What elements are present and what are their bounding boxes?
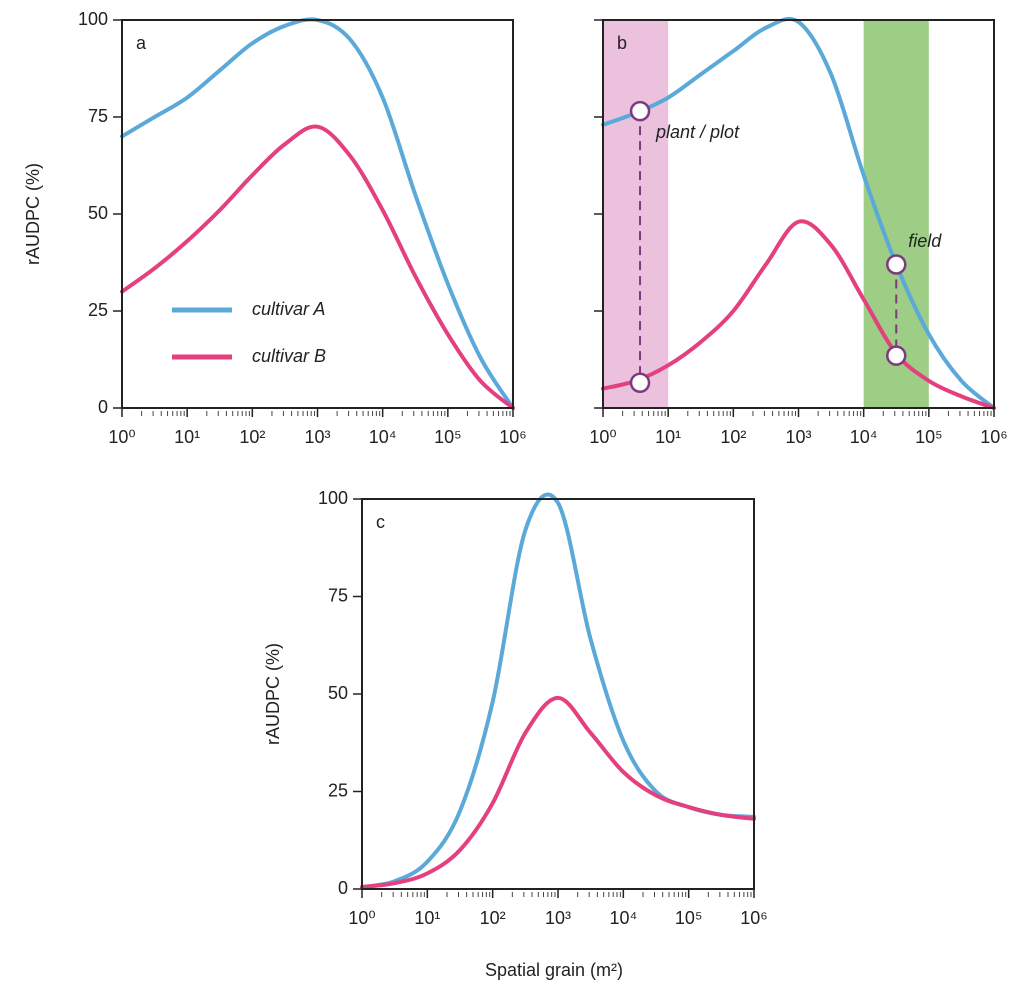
link-point (629, 100, 651, 122)
x-tick-label: 10² (480, 908, 506, 928)
annotation: plant / plot (655, 122, 740, 142)
y-axis-label: rAUDPC (%) (23, 163, 43, 265)
y-axis-label: rAUDPC (%) (263, 643, 283, 745)
x-tick-label: 10⁰ (348, 908, 375, 928)
x-tick-label: 10⁴ (609, 908, 637, 928)
link-point (885, 345, 907, 366)
x-tick-label: 10⁶ (980, 427, 1007, 447)
x-tick-label: 10⁰ (589, 427, 616, 447)
link-point (629, 372, 651, 394)
panel: 0 25 50 75 100 10⁰ 10¹ 10² 10³ 10⁴ 10⁵ 10⁶ c rAUDPC (… (263, 488, 768, 980)
curve (601, 16, 996, 410)
x-tick-label: 10⁴ (369, 427, 397, 447)
curve (120, 124, 515, 410)
shaded-band (603, 20, 669, 408)
panel: plant / plot field 10⁰ 10¹ 10² 10³ 10⁴ 10⁵ 10⁶ b (589, 16, 1008, 447)
x-tick-label: 10³ (545, 908, 571, 928)
x-tick-label: 10³ (304, 427, 330, 447)
panel-label: c (376, 512, 385, 532)
x-tick-label: 10⁵ (434, 427, 461, 447)
y-tick-label: 25 (88, 300, 108, 320)
legend-label: cultivar B (252, 346, 326, 366)
legend-label: cultivar A (252, 299, 325, 319)
y-tick-label: 100 (78, 9, 108, 29)
y-tick-label: 0 (338, 878, 348, 898)
y-tick-label: 100 (318, 488, 348, 508)
y-tick-label: 25 (328, 780, 348, 800)
panel-label: a (136, 33, 147, 53)
link-point (885, 254, 907, 275)
x-tick-label: 10⁵ (675, 908, 702, 928)
x-tick-label: 10⁶ (740, 908, 767, 928)
curve (360, 695, 756, 890)
x-tick-label: 10⁵ (915, 427, 942, 447)
x-tick-label: 10¹ (414, 908, 440, 928)
x-tick-label: 10⁶ (499, 427, 526, 447)
curve (360, 492, 756, 890)
x-tick-label: 10⁰ (108, 427, 135, 447)
x-axis-label: Spatial grain (m²) (485, 960, 623, 980)
curve (601, 219, 996, 410)
x-tick-label: 10⁴ (850, 427, 878, 447)
curve (120, 17, 515, 410)
y-tick-label: 50 (328, 683, 348, 703)
y-tick-label: 50 (88, 203, 108, 223)
annotation: field (908, 231, 942, 251)
panel-label: b (617, 33, 627, 53)
y-tick-label: 0 (98, 397, 108, 417)
y-tick-label: 75 (328, 585, 348, 605)
y-tick-label: 75 (88, 106, 108, 126)
x-tick-label: 10³ (785, 427, 811, 447)
plot-frame (361, 498, 755, 890)
x-tick-label: 10¹ (174, 427, 200, 447)
x-tick-label: 10² (720, 427, 746, 447)
x-tick-label: 10² (239, 427, 265, 447)
panel: 0 25 50 75 100 10⁰ 10¹ 10² 10³ 10⁴ 10⁵ 10⁶ a rAUDPC (… (23, 9, 527, 447)
x-tick-label: 10¹ (655, 427, 681, 447)
